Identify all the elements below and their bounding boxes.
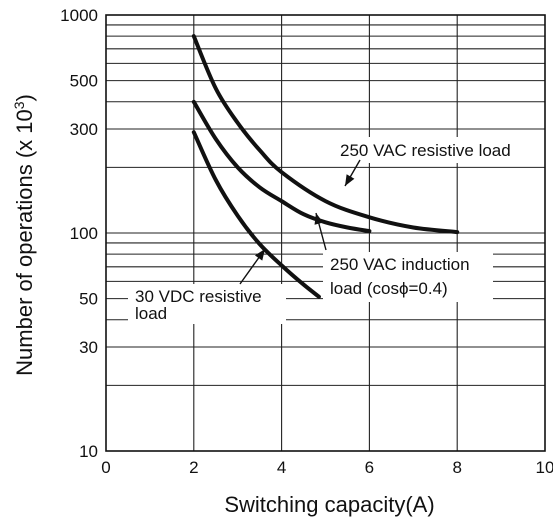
annotation-0-line-0: 250 VAC resistive load xyxy=(340,141,511,160)
y-tick-label-1: 30 xyxy=(79,338,98,357)
y-tick-label-6: 1000 xyxy=(60,6,98,25)
x-tick-label-4: 8 xyxy=(452,458,461,477)
annotation-arrowhead-0 xyxy=(345,174,354,186)
y-axis-title-base: Number of operations (x 10 xyxy=(12,109,37,376)
y-tick-label-0: 10 xyxy=(79,442,98,461)
x-tick-label-5: 10 xyxy=(536,458,553,477)
x-tick-label-1: 2 xyxy=(189,458,198,477)
x-tick-label-0: 0 xyxy=(101,458,110,477)
annotation-2-line-1: load xyxy=(135,304,167,323)
x-axis-title: Switching capacity(A) xyxy=(224,492,434,517)
y-axis-title: Number of operations (x 103) xyxy=(11,94,37,376)
annotation-arrowhead-2 xyxy=(255,249,265,261)
y-tick-label-2: 50 xyxy=(79,290,98,309)
y-axis-title-exponent: 3 xyxy=(11,101,27,109)
series-line-250vac-resistive xyxy=(194,36,457,232)
y-tick-label-5: 500 xyxy=(70,72,98,91)
annotation-1-line-0: 250 VAC induction xyxy=(330,255,470,274)
x-tick-label-3: 6 xyxy=(365,458,374,477)
y-axis-title-close: ) xyxy=(12,94,37,101)
y-tick-label-3: 100 xyxy=(70,224,98,243)
tick-labels: 0 2 4 6 8 10 10 30 50 100 300 500 1000 xyxy=(60,6,553,477)
x-tick-label-2: 4 xyxy=(277,458,286,477)
y-tick-label-4: 300 xyxy=(70,120,98,139)
grid xyxy=(106,15,545,451)
annotation-1-line-1: load (cosϕ=0.4) xyxy=(330,279,448,298)
